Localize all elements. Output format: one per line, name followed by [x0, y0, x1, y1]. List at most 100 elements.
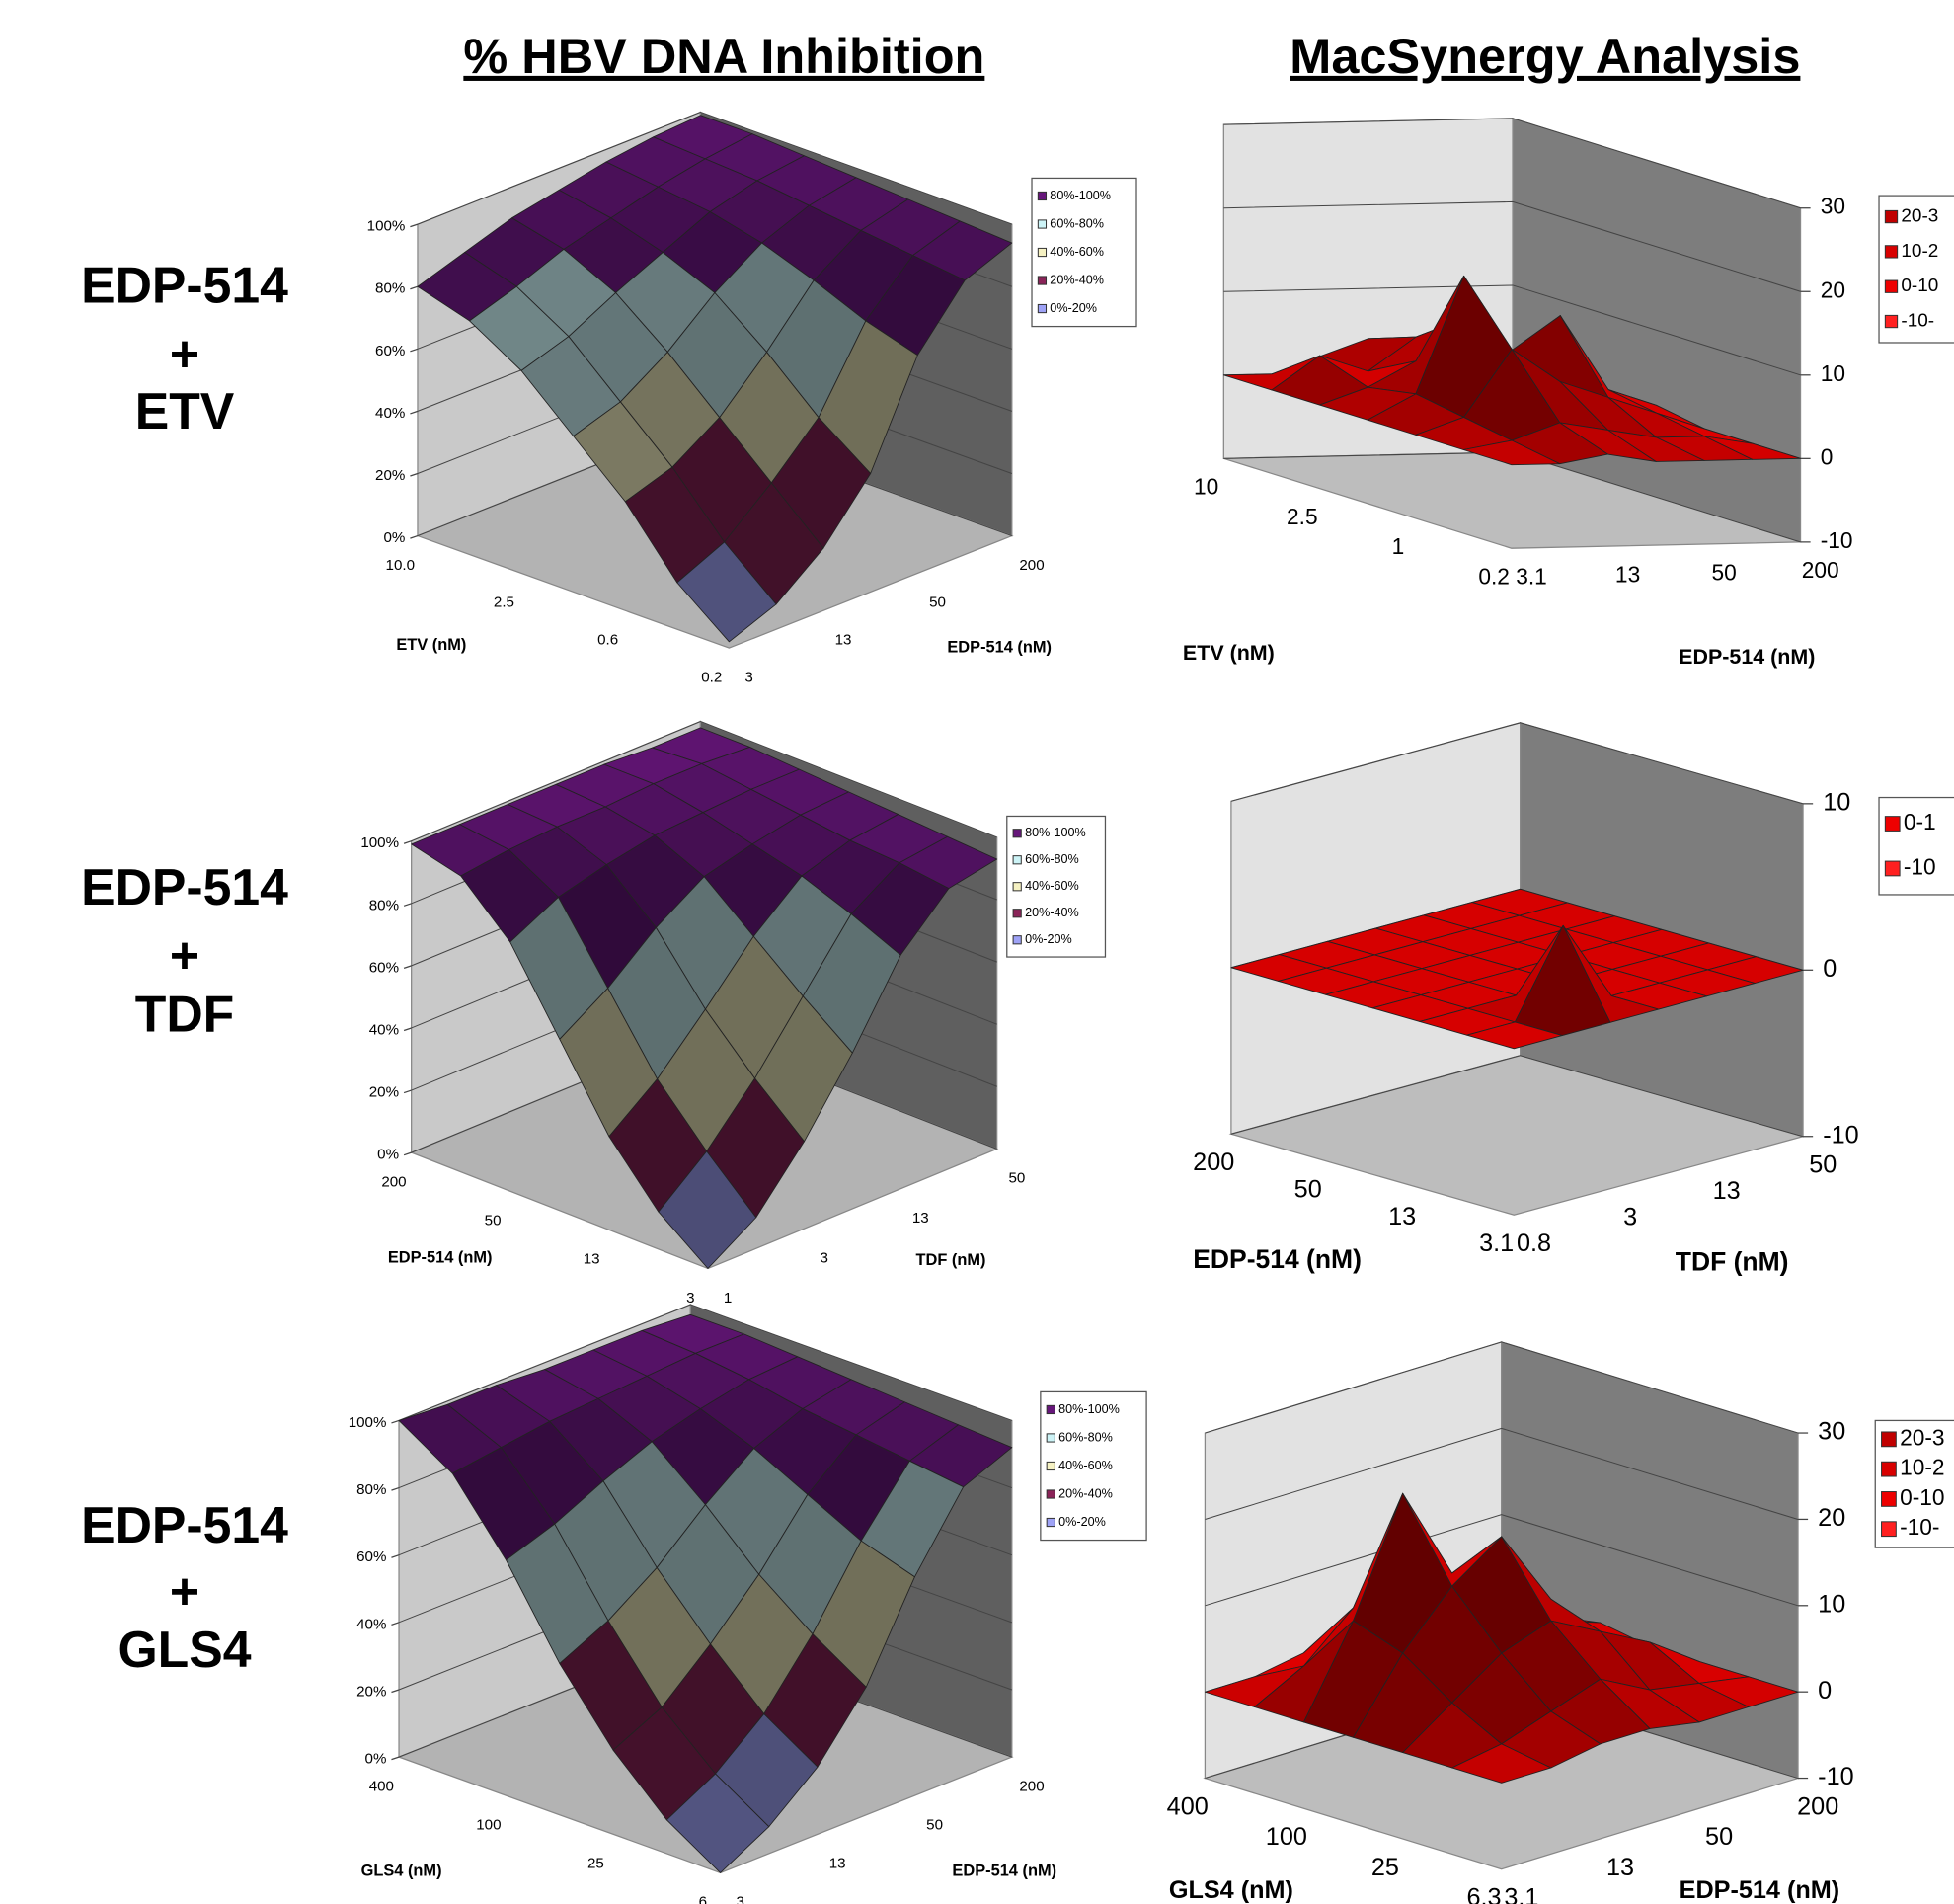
z-tick-label: 40%	[375, 405, 405, 422]
z-tick-label: 60%	[369, 959, 399, 976]
legend-label: 40%-60%	[1058, 1459, 1113, 1472]
z-tick	[403, 840, 412, 844]
y-axis-title: EDP-514 (nM)	[952, 1863, 1056, 1880]
x-tick-label: 100	[476, 1817, 501, 1834]
legend-swatch	[1012, 935, 1022, 945]
surface-patch	[676, 541, 777, 643]
legend-label: 0-1	[1904, 809, 1936, 834]
legend-swatch	[1884, 245, 1899, 259]
z-tick-label: 30	[1821, 194, 1845, 219]
surface-chart: -10 0 10 200 50 13 3.1 0.8 3 13 50 EDP-514 (nM) TDF …	[1193, 721, 1954, 1276]
y-tick-label: 13	[829, 1856, 846, 1872]
z-tick-label: 10	[1823, 789, 1850, 817]
z-tick	[391, 1689, 400, 1694]
surface-chart: 0% 20% 40% 60% 80% 100% 10.0 2.5 0.6 0.2 3 13 50 200 E…	[367, 111, 1137, 685]
legend-swatch	[1881, 1431, 1897, 1448]
legend-box	[1006, 815, 1107, 958]
legend-swatch	[1884, 209, 1899, 224]
legend-swatch	[1884, 279, 1899, 293]
z-tick	[410, 410, 419, 415]
legend-box	[1878, 796, 1954, 896]
z-tick	[403, 965, 412, 970]
z-tick-label: 40%	[369, 1021, 399, 1038]
x-tick-label: 0.2	[701, 669, 722, 685]
y-axis-title: EDP-514 (nM)	[947, 638, 1052, 656]
x-tick-label: 1	[1392, 533, 1405, 559]
surface-chart: 0% 20% 40% 60% 80% 100% 400 100 25 6 3 13 50 200 GLS4 …	[349, 1304, 1147, 1904]
y-tick-label: 3	[737, 1894, 744, 1904]
legend-label: 80%-100%	[1025, 826, 1086, 839]
x-tick-label: 2.5	[494, 595, 514, 611]
legend-label: 0%-20%	[1050, 301, 1097, 315]
legend-swatch	[1012, 855, 1022, 865]
x-tick-label: 25	[587, 1856, 604, 1872]
y-tick-label: 3.1	[1504, 1884, 1538, 1904]
y-tick-label: 13	[912, 1210, 929, 1227]
z-tick-label: 40%	[356, 1616, 386, 1632]
y-tick-label: 200	[1802, 557, 1839, 583]
z-tick-label: 80%	[369, 897, 399, 913]
wall-grid-line	[1223, 200, 1801, 292]
legend-swatch	[1037, 247, 1048, 258]
z-tick	[391, 1419, 400, 1424]
z-tick-label: 10	[1818, 1590, 1845, 1618]
x-tick-label: 0.2	[1478, 563, 1510, 589]
wall-grid-line	[1205, 1427, 1799, 1520]
x-tick-label: 13	[1388, 1203, 1416, 1230]
surface-patch	[1462, 439, 1561, 466]
legend-swatch	[1884, 816, 1901, 832]
x-tick-label: 6	[699, 1894, 707, 1904]
y-tick-label: 0.8	[1517, 1230, 1551, 1257]
y-tick-label: 13	[1606, 1854, 1634, 1881]
legend-swatch	[1012, 909, 1022, 918]
y-axis-title: EDP-514 (nM)	[1680, 1876, 1840, 1904]
x-tick-label: 3.1	[1479, 1230, 1514, 1257]
z-tick	[410, 348, 419, 353]
z-tick	[391, 1622, 400, 1626]
wall-grid-line	[1230, 1055, 1804, 1138]
x-tick-label: 50	[1294, 1176, 1322, 1204]
legend-swatch	[1012, 882, 1022, 892]
legend-label: -10-	[1900, 1514, 1939, 1540]
surface-chart: -10 0 10 20 30 400 100 25 6.3 3.1 13 50 200 GLS4 (nM)…	[1167, 1341, 1954, 1904]
x-axis-title: EDP-514 (nM)	[1193, 1244, 1362, 1274]
legend-swatch	[1046, 1489, 1055, 1499]
z-tick-label: 0	[1821, 443, 1834, 469]
legend-swatch	[1046, 1404, 1055, 1415]
row-label: ETV	[135, 382, 235, 439]
legend-label: 0-10	[1901, 276, 1938, 296]
legend-label: 60%-80%	[1025, 852, 1079, 866]
x-tick-label: 6.3	[1467, 1884, 1502, 1904]
x-tick-label: 13	[584, 1251, 600, 1268]
legend-swatch	[1884, 860, 1901, 877]
z-tick	[410, 285, 419, 290]
y-tick-label: 3.1	[1516, 563, 1547, 589]
z-tick-label: 60%	[375, 343, 405, 359]
y-tick-label: 50	[1809, 1151, 1837, 1179]
wall-grid-line	[1205, 1341, 1799, 1434]
z-tick-label: 20%	[356, 1683, 386, 1700]
wall-grid-line	[398, 1304, 1013, 1421]
z-tick	[410, 534, 419, 539]
row-label: +	[170, 926, 199, 984]
y-tick-label: 13	[835, 632, 852, 649]
surface-patch	[658, 1150, 757, 1269]
legend-swatch	[1881, 1491, 1897, 1507]
z-tick-label: 20	[1818, 1504, 1845, 1532]
surface-patch	[1466, 1021, 1563, 1050]
y-axis-title: TDF (nM)	[916, 1251, 986, 1269]
legend-label: 60%-80%	[1058, 1430, 1113, 1444]
legend-swatch	[1046, 1461, 1055, 1471]
wall-grid-line	[1223, 118, 1801, 209]
wall-grid-line	[1205, 1514, 1799, 1607]
z-tick-label: 20	[1821, 277, 1845, 302]
legend-swatch	[1046, 1517, 1055, 1528]
z-tick-label: 100%	[367, 218, 406, 235]
row-label: +	[170, 325, 199, 382]
x-axis-title: GLS4 (nM)	[1169, 1876, 1293, 1904]
x-tick-label: 25	[1371, 1854, 1399, 1881]
z-tick	[403, 1027, 412, 1032]
y-tick-label: 200	[1019, 557, 1044, 574]
y-tick-label: 13	[1615, 561, 1640, 587]
